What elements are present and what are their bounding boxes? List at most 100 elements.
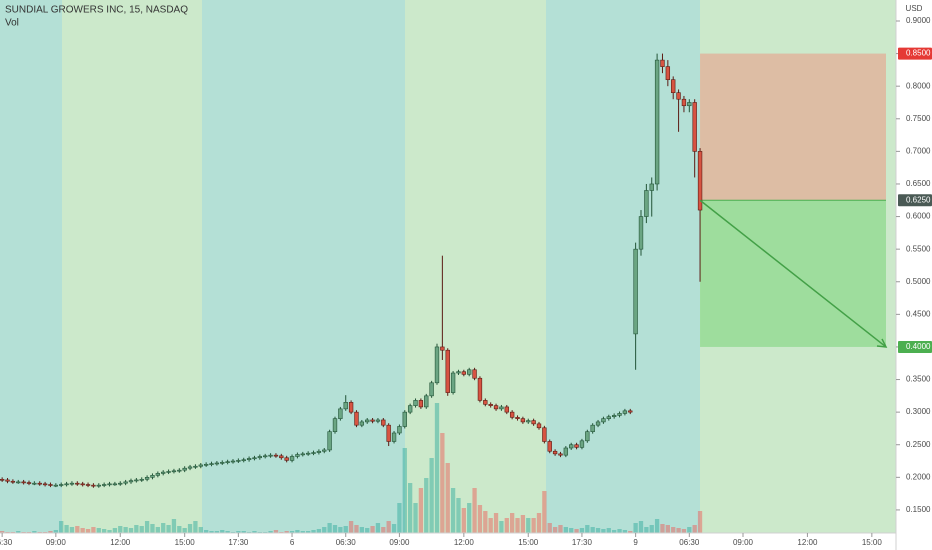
candle-body (386, 424, 391, 442)
candle-body (644, 190, 649, 217)
candle-body (343, 402, 348, 410)
volume-bar (102, 529, 107, 533)
candle-body (139, 478, 144, 481)
volume-bar (150, 524, 155, 533)
session-band (546, 0, 700, 533)
candle-body (85, 484, 91, 486)
candle-body (499, 406, 504, 410)
candle-body (220, 462, 225, 464)
volume-bar (85, 529, 91, 533)
candle-body (80, 483, 85, 486)
candle-body (171, 470, 177, 473)
volume-bar (332, 525, 338, 533)
volume-bar (348, 521, 354, 533)
candle-body (585, 431, 590, 442)
volume-bar (456, 498, 461, 533)
session-band (202, 0, 405, 533)
volume-bar (252, 531, 257, 533)
volume-bar (204, 530, 209, 533)
volume-bar (450, 488, 456, 533)
candle-body (558, 453, 563, 456)
volume-bar (493, 513, 499, 533)
candle-body (182, 467, 187, 471)
candle-body (418, 400, 424, 408)
candle-body (622, 410, 628, 414)
x-tick-label: 09:00 (733, 538, 754, 547)
volume-bar (665, 525, 670, 533)
x-tick-label: 12:00 (797, 538, 818, 547)
candle-body (187, 466, 193, 469)
candle-body (671, 79, 676, 94)
volume-bar (676, 528, 681, 533)
candle-body (638, 216, 644, 250)
projection-arrow (699, 199, 887, 348)
volume-bar (536, 513, 542, 533)
volume-bar (284, 531, 289, 533)
volume-bar (359, 527, 364, 533)
session-band (62, 0, 202, 533)
volume-bar (134, 525, 139, 533)
candle-body (112, 483, 118, 486)
candle-body (483, 400, 488, 405)
volume-bar (144, 521, 150, 533)
candle-body (402, 411, 407, 427)
volume-bar (515, 518, 520, 533)
volume-bar (483, 511, 488, 533)
volume-bar (241, 531, 246, 533)
volume-bar (273, 530, 279, 533)
candle-body (370, 419, 375, 422)
y-tick-label: 0.4500 (906, 309, 931, 318)
candle-body (365, 419, 370, 423)
candle-body (300, 453, 305, 456)
candle-body (472, 369, 477, 379)
candle-body (440, 346, 445, 351)
candle-body (16, 481, 21, 484)
volume-bar (681, 529, 687, 533)
candle-body (429, 382, 434, 397)
candle-body (246, 458, 252, 461)
volume-bar (80, 528, 85, 533)
x-tick-label: 12:00 (110, 538, 131, 547)
volume-bar (590, 527, 595, 533)
candle-body (526, 420, 531, 423)
x-tick-label: 06:30 (679, 538, 700, 547)
volume-bar (499, 521, 504, 533)
volume-bar (413, 503, 418, 533)
volume-bar (445, 463, 450, 533)
volume-bar (402, 448, 407, 533)
volume-bar (322, 527, 327, 533)
volume-bar (53, 530, 58, 533)
candle-body (391, 432, 397, 442)
currency-label: USD (906, 4, 923, 13)
x-tick-label: 17:30 (572, 538, 593, 547)
candle-body (101, 484, 107, 486)
volume-bar (327, 523, 332, 533)
time-axis (0, 533, 896, 550)
y-tick-label: 0.2500 (906, 440, 931, 449)
candle-body (450, 372, 456, 393)
candle-body (177, 469, 182, 472)
candle-body (69, 482, 75, 485)
volume-bar (354, 525, 359, 533)
y-tick-label: 0.7500 (906, 114, 931, 123)
price-tag-label: 0.6250 (906, 195, 931, 204)
volume-bar (118, 526, 123, 533)
volume-bar (687, 527, 692, 533)
candle-body (611, 415, 617, 417)
candle-body (445, 349, 450, 393)
candle-body (273, 454, 279, 457)
candle-body (268, 454, 273, 457)
volume-bar (268, 531, 273, 533)
volume-bar (472, 488, 477, 533)
session-band (405, 0, 546, 533)
volume-bar (365, 528, 370, 533)
volume-label: Vol (5, 18, 19, 29)
volume-bar (386, 521, 391, 533)
candle-body (676, 92, 681, 100)
y-tick-label: 0.3500 (906, 375, 931, 384)
candle-body (230, 460, 236, 463)
volume-bar (461, 508, 466, 533)
volume-bar (531, 518, 536, 533)
candle-body (305, 452, 311, 455)
volume-bar (0, 531, 5, 533)
